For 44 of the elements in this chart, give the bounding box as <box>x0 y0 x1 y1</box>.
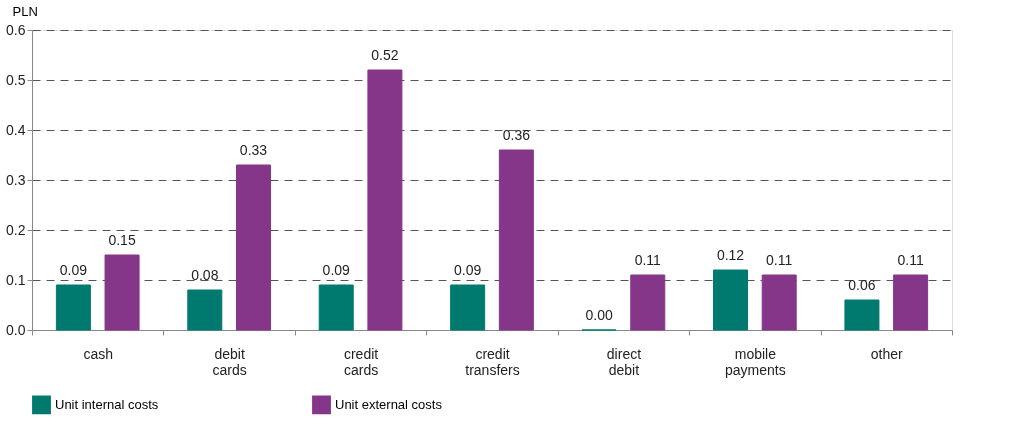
x-tick-label: debit cards <box>212 345 247 378</box>
data-label: 0.09 <box>59 262 88 278</box>
y-tick-label: 0.4 <box>6 121 26 138</box>
bar <box>450 284 486 331</box>
legend-label: Unit internal costs <box>55 396 159 412</box>
data-label: 0.15 <box>108 232 136 248</box>
y-tick-label: 0.5 <box>6 71 26 88</box>
bar <box>630 274 666 331</box>
bar <box>318 284 354 331</box>
data-label: 0.06 <box>848 277 876 293</box>
data-label: 0.11 <box>897 252 924 268</box>
bar <box>187 289 223 331</box>
bar <box>844 299 880 331</box>
data-label: 0.08 <box>191 267 219 283</box>
bar <box>367 69 403 331</box>
bar <box>55 284 91 331</box>
data-label: 0.12 <box>716 247 745 263</box>
y-tick-label: 0.2 <box>6 221 26 238</box>
data-label: 0.11 <box>634 252 662 268</box>
data-label: 0.09 <box>322 262 351 278</box>
bar <box>713 269 749 331</box>
data-label: 0.11 <box>766 252 793 268</box>
data-label: 0.36 <box>502 127 531 143</box>
bar <box>893 274 929 331</box>
x-tick-label: mobile payments <box>725 345 786 378</box>
data-label: 0.33 <box>239 142 268 158</box>
x-tick-label: direct debit <box>606 345 642 378</box>
x-tick-label: credit cards <box>343 345 379 378</box>
data-label: 0.09 <box>454 262 482 278</box>
y-tick-label: 0.6 <box>6 21 26 38</box>
x-tick-label: cash <box>83 345 113 362</box>
bar <box>498 149 534 331</box>
data-label: 0.52 <box>371 47 399 63</box>
y-tick-label: 0.0 <box>6 321 26 338</box>
bar <box>235 164 271 331</box>
y-tick-label: 0.3 <box>6 171 26 188</box>
legend-label: Unit external costs <box>335 396 443 412</box>
y-axis-title: PLN <box>12 3 38 19</box>
x-tick-label: other <box>870 345 904 362</box>
y-tick-label: 0.1 <box>6 271 26 288</box>
x-tick-label: credit transfers <box>465 345 520 378</box>
bar <box>761 274 797 331</box>
data-label: 0.00 <box>585 307 613 323</box>
bar <box>104 254 140 331</box>
